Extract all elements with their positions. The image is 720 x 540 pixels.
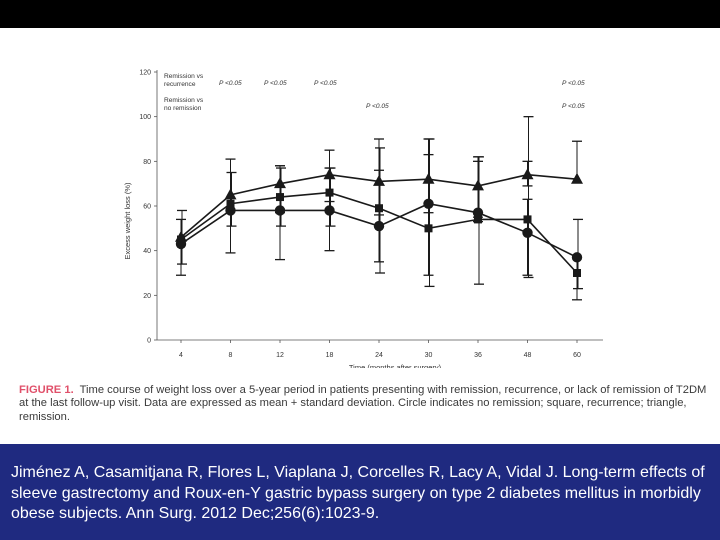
pvalue-annotation: P <0.05	[562, 80, 585, 87]
triangle-marker	[224, 188, 237, 200]
citation-text: Jiménez A, Casamitjana R, Flores L, Viap…	[11, 464, 705, 522]
circle-marker	[472, 207, 484, 218]
caption-text: Time course of weight loss over a 5-year…	[19, 384, 707, 423]
triangle-marker	[571, 172, 583, 184]
legend-remission-vs-recurrence: Remission vs recurrence	[164, 73, 204, 88]
x-tick-label: 12	[276, 352, 284, 359]
x-tick-label: 18	[326, 352, 334, 359]
circle-marker	[324, 205, 335, 216]
triangle-marker	[422, 172, 435, 184]
circle-marker	[373, 220, 385, 232]
figure-panel: 0 20 40 60 80 100 120 4 8 12 18 24 30 36 48 60 Time (mon…	[0, 28, 720, 444]
pvalue-annotation: P <0.05	[264, 80, 287, 87]
x-tick-label: 48	[524, 352, 532, 359]
square-marker	[375, 204, 383, 213]
circle-marker	[225, 205, 236, 216]
x-axis-label: Time (months after surgery)	[349, 363, 442, 368]
x-tick-label: 30	[425, 352, 433, 359]
circle-marker	[423, 198, 434, 209]
x-tick-label: 24	[375, 352, 383, 359]
y-tick-label: 100	[139, 114, 151, 121]
circle-marker	[175, 238, 187, 250]
pvalue-annotation: P <0.05	[562, 103, 585, 110]
x-tick-label: 60	[573, 352, 581, 359]
circle-marker	[274, 205, 286, 216]
square-marker	[573, 269, 581, 277]
triangle-marker	[472, 179, 484, 191]
y-axis-label: Excess weight loss (%)	[123, 182, 132, 260]
y-tick-label: 80	[143, 159, 151, 166]
square-marker	[474, 215, 482, 224]
triangle-marker	[373, 174, 385, 186]
pvalue-annotation: P <0.05	[314, 80, 337, 87]
citation-bar: Jiménez A, Casamitjana R, Flores L, Viap…	[0, 444, 720, 540]
triangle-marker	[521, 168, 534, 180]
x-tick-label: 4	[179, 352, 183, 359]
figure-caption: FIGURE 1. Time course of weight loss ove…	[19, 384, 709, 424]
square-marker	[424, 224, 433, 233]
square-marker	[325, 188, 334, 197]
circle-marker	[571, 252, 583, 263]
y-tick-label: 120	[139, 70, 151, 77]
y-tick-label: 20	[143, 293, 151, 300]
square-marker	[276, 193, 284, 202]
top-bar	[0, 0, 720, 28]
square-marker	[523, 215, 532, 224]
triangle-marker	[323, 168, 336, 180]
x-tick-label: 36	[474, 352, 482, 359]
pvalue-annotation: P <0.05	[219, 80, 242, 87]
y-tick-label: 60	[143, 204, 151, 211]
circle-marker	[522, 227, 533, 238]
pvalue-annotation: P <0.05	[366, 103, 389, 110]
y-tick-label: 40	[143, 248, 151, 255]
square-marker	[226, 199, 235, 208]
caption-lead: FIGURE 1.	[19, 384, 74, 396]
x-tick-label: 8	[229, 352, 233, 359]
y-tick-label: 0	[147, 338, 151, 345]
legend-remission-vs-no-remission: Remission vs no remission	[164, 97, 204, 112]
triangle-marker	[274, 177, 286, 189]
